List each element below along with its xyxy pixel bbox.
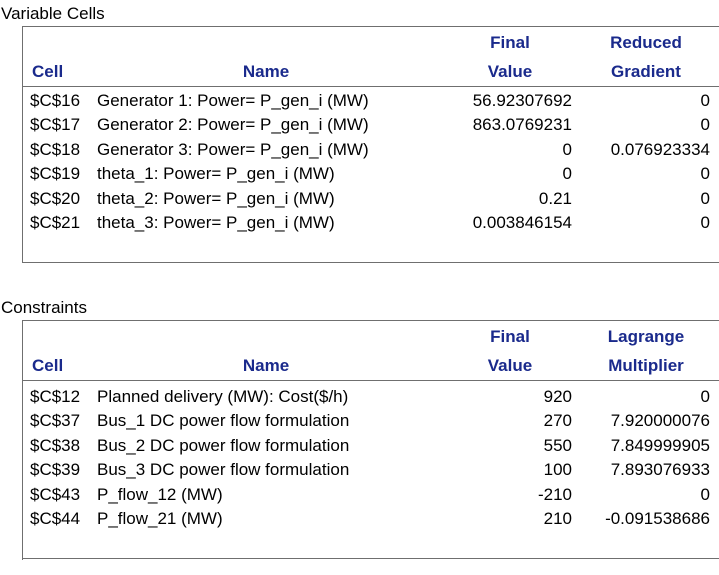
variable-reduced-gradient: 0	[700, 91, 710, 110]
variable-final-value: 0.21	[538, 188, 572, 208]
variable-cells-title: Variable Cells	[1, 4, 105, 23]
constraint-lagrange-multiplier: 7.849999905	[610, 435, 710, 455]
variable-name: theta_2: Power= P_gen_i (MW)	[97, 188, 335, 208]
constraint-lagrange-multiplier: 7.893076933	[610, 460, 710, 480]
variable-name: Generator 2: Power= P_gen_i (MW)	[97, 115, 369, 135]
constraints-top-rule	[22, 320, 719, 321]
constraints-left-border	[22, 320, 23, 560]
constraint-cell-ref: $C$37	[30, 411, 81, 431]
variable-name: theta_3: Power= P_gen_i (MW)	[97, 213, 335, 232]
variable-cells-bottom-rule	[22, 262, 719, 263]
constraint-cell-ref: $C$38	[30, 435, 81, 455]
constraint-name: Planned delivery (MW): Cost($/h)	[97, 387, 349, 406]
constraint-name: Bus_1 DC power flow formulation	[97, 411, 350, 431]
constraint-row: $C$44 P_flow_21 (MW) 210 -0.091538686	[0, 507, 719, 531]
constraints-name-header: Name	[242, 356, 290, 375]
constraint-row: $C$39 Bus_3 DC power flow formulation 100 7…	[0, 458, 719, 482]
variable-cell-header: Cell	[32, 62, 64, 81]
variable-name: theta_1: Power= P_gen_i (MW)	[97, 164, 335, 184]
variable-name: Generator 1: Power= P_gen_i (MW)	[97, 91, 369, 110]
variable-reduced-gradient: 0	[700, 213, 710, 232]
constraint-row: $C$38 Bus_2 DC power flow formulation 550 7…	[0, 434, 719, 458]
constraint-final-value: 920	[543, 387, 572, 406]
variable-gradient-header-2: Gradient	[611, 62, 681, 81]
constraint-name: Bus_3 DC power flow formulation	[97, 460, 350, 480]
variable-row: $C$17 Generator 2: Power= P_gen_i (MW) 863…	[0, 113, 719, 137]
constraints-final-header-2: Value	[487, 356, 533, 375]
constraint-cell-ref: $C$43	[30, 484, 81, 504]
variable-reduced-gradient: 0	[700, 188, 710, 208]
variable-final-value: 863.0769231	[472, 115, 572, 135]
constraints-multiplier-header-1: Lagrange	[607, 327, 685, 346]
variable-cell-ref: $C$21	[30, 213, 81, 232]
constraints-final-header-1: Final	[490, 327, 530, 346]
constraints-multiplier-header-2: Multiplier	[608, 356, 684, 375]
constraint-lagrange-multiplier: 0	[700, 387, 710, 406]
constraint-name: P_flow_21 (MW)	[97, 509, 223, 528]
constraint-name: P_flow_12 (MW)	[97, 484, 223, 504]
variable-cell-ref: $C$20	[30, 188, 81, 208]
constraint-row: $C$12 Planned delivery (MW): Cost($/h) 920…	[0, 385, 719, 409]
variable-reduced-gradient: 0.076923334	[610, 139, 710, 159]
constraint-name: Bus_2 DC power flow formulation	[97, 435, 350, 455]
constraint-row: $C$37 Bus_1 DC power flow formulation 270 7…	[0, 409, 719, 433]
constraint-lagrange-multiplier: 7.920000076	[610, 411, 710, 431]
constraints-bottom-rule	[22, 558, 719, 559]
variable-final-header-2: Value	[487, 62, 533, 81]
variable-reduced-gradient: 0	[700, 115, 710, 135]
variable-row: $C$19 theta_1: Power= P_gen_i (MW) 0 0	[0, 162, 719, 186]
variable-cell-ref: $C$18	[30, 139, 81, 159]
variable-row: $C$16 Generator 1: Power= P_gen_i (MW) 56.…	[0, 89, 719, 113]
variable-final-value: 0	[562, 164, 572, 184]
constraint-lagrange-multiplier: 0	[700, 484, 710, 504]
variable-final-header-1: Final	[490, 33, 530, 52]
variable-row: $C$18 Generator 3: Power= P_gen_i (MW) 0 0.…	[0, 138, 719, 162]
variable-cell-ref: $C$17	[30, 115, 81, 135]
variable-name-header: Name	[242, 62, 290, 81]
constraint-cell-ref: $C$44	[30, 509, 81, 528]
variable-gradient-header-1: Reduced	[610, 33, 682, 52]
constraint-final-value: 550	[543, 435, 572, 455]
variable-final-value: 0	[562, 139, 572, 159]
variable-final-value: 0.003846154	[472, 213, 572, 232]
variable-row: $C$21 theta_3: Power= P_gen_i (MW) 0.00384…	[0, 211, 719, 235]
variable-final-value: 56.92307692	[472, 91, 572, 110]
constraint-row: $C$43 P_flow_12 (MW) -210 0	[0, 483, 719, 507]
constraints-cell-header: Cell	[32, 356, 64, 375]
constraint-cell-ref: $C$39	[30, 460, 81, 480]
variable-cell-ref: $C$19	[30, 164, 81, 184]
variable-cells-left-border	[22, 26, 23, 262]
constraints-header-rule	[22, 380, 719, 381]
variable-cell-ref: $C$16	[30, 91, 81, 110]
constraints-title: Constraints	[1, 298, 87, 317]
variable-row: $C$20 theta_2: Power= P_gen_i (MW) 0.21 0	[0, 187, 719, 211]
variable-cells-top-rule	[22, 26, 719, 27]
constraint-final-value: 210	[543, 509, 572, 528]
variable-reduced-gradient: 0	[700, 164, 710, 184]
variable-name: Generator 3: Power= P_gen_i (MW)	[97, 139, 369, 159]
constraint-final-value: 100	[543, 460, 572, 480]
constraint-final-value: 270	[543, 411, 572, 431]
constraint-final-value: -210	[537, 484, 572, 504]
variable-cells-header-rule	[22, 86, 719, 87]
constraint-cell-ref: $C$12	[30, 387, 81, 406]
constraint-lagrange-multiplier: -0.091538686	[605, 509, 710, 528]
